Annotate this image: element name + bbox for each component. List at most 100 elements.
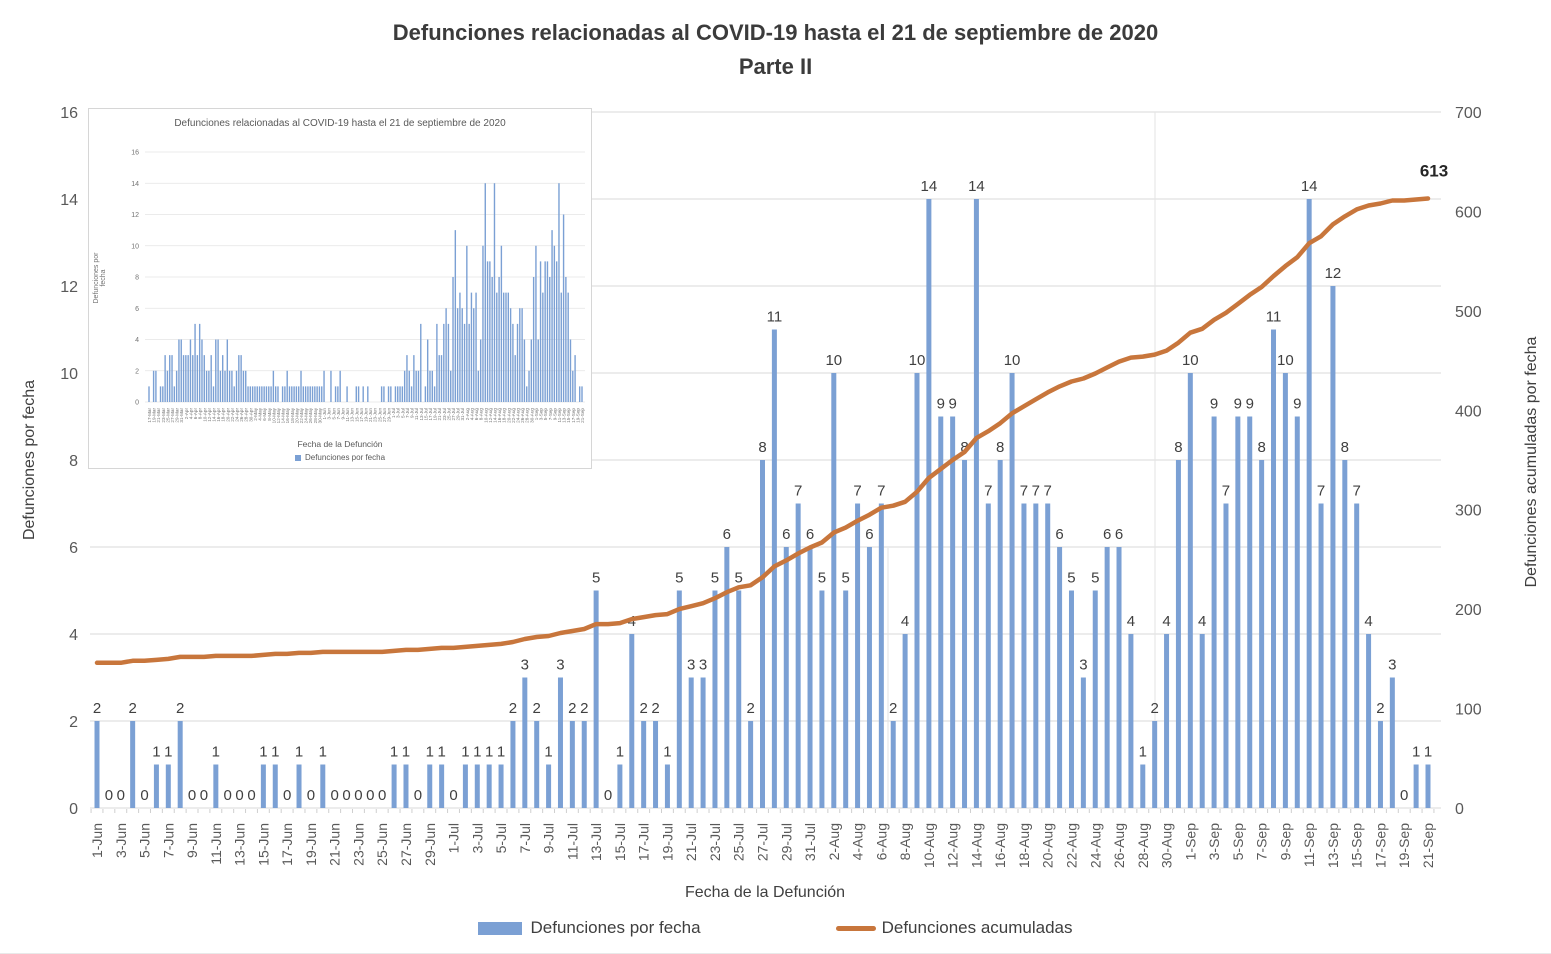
bar-value-label: 10 — [1004, 352, 1021, 369]
bar-value-label: 2 — [93, 700, 101, 717]
inset-x-tick-label: 2-May — [253, 407, 258, 420]
bar — [926, 199, 932, 808]
x-tick-label: 9-Jul — [541, 823, 557, 853]
inset-bar — [473, 308, 475, 402]
inset-bar — [505, 292, 507, 402]
bar — [688, 677, 694, 808]
inset-bar — [205, 370, 208, 402]
inset-bar — [572, 370, 574, 402]
inset-bar — [277, 386, 279, 402]
inset-x-tick-label: 19-Jun — [364, 408, 369, 422]
inset-bar — [463, 323, 466, 402]
bar — [1021, 503, 1027, 808]
bar — [1282, 373, 1288, 808]
inset-bar — [436, 323, 438, 402]
inset-bar — [456, 308, 459, 402]
inset-bar — [215, 339, 217, 402]
bar-value-label: 1 — [663, 744, 671, 761]
inset-bar — [169, 355, 171, 402]
bar-value-label: 9 — [1210, 396, 1218, 413]
bar — [1080, 677, 1086, 808]
y-right-tick-label: 700 — [1455, 105, 1482, 122]
inset-x-tick-label: 2-Aug — [465, 408, 470, 421]
bar — [546, 764, 552, 808]
bar-value-label: 1 — [295, 744, 303, 761]
bar — [1354, 503, 1360, 808]
inset-bar — [429, 370, 431, 402]
y-left-tick-label: 14 — [60, 192, 78, 209]
inset-x-tick-label: 10-Apr — [202, 408, 207, 422]
bar-value-label: 1 — [426, 744, 434, 761]
bar — [641, 721, 647, 808]
inset-x-tick-label: 27-Jul — [451, 408, 456, 421]
x-tick-label: 22-Aug — [1063, 823, 1079, 868]
bar — [997, 460, 1003, 808]
inset-bar — [251, 386, 254, 402]
inset-bar — [565, 277, 567, 402]
bar-value-label: 6 — [806, 526, 814, 543]
inset-bar — [233, 386, 235, 402]
inset-bar — [394, 386, 397, 402]
inset-bar — [509, 308, 512, 402]
inset-bar — [173, 386, 176, 402]
x-tick-label: 16-Aug — [992, 823, 1008, 868]
inset-bar — [532, 277, 535, 402]
inset-bar — [311, 386, 314, 402]
inset-x-tick-label: 30-Apr — [248, 408, 253, 422]
inset-bar — [254, 386, 256, 402]
inset-bar — [452, 277, 454, 402]
bar — [1175, 460, 1181, 808]
inset-bar — [300, 370, 302, 402]
bar-value-label: 2 — [509, 700, 517, 717]
x-tick-label: 5-Jun — [137, 823, 153, 858]
x-tick-label: 5-Jul — [493, 823, 509, 853]
y-right-tick-label: 500 — [1455, 304, 1482, 321]
y-left-tick-label: 8 — [69, 453, 78, 470]
bar-value-label: 6 — [723, 526, 731, 543]
x-tick-label: 2-Aug — [826, 823, 842, 860]
x-tick-label: 25-Jul — [731, 823, 747, 861]
inset-y-tick-label: 2 — [135, 368, 139, 375]
inset-bar — [417, 370, 420, 402]
inset-bar — [408, 370, 410, 402]
bar — [486, 764, 492, 808]
inset-bar — [567, 292, 569, 402]
inset-bar — [426, 339, 429, 402]
bar-value-label: 3 — [1079, 657, 1087, 674]
inset-bar — [159, 386, 162, 402]
inset-x-tick-label: 9-Jul — [410, 408, 415, 418]
inset-x-tick-label: 25-Mar — [165, 408, 170, 423]
inset-x-tick-label: 14-Apr — [211, 408, 216, 422]
inset-bar — [164, 355, 166, 402]
bar-value-label: 0 — [307, 787, 315, 804]
inset-bar — [182, 355, 185, 402]
inset-x-tick-label: 23-Jul — [442, 408, 447, 421]
inset-bar — [424, 386, 427, 402]
bar-value-label: 0 — [366, 787, 374, 804]
bar-value-label: 1 — [212, 744, 220, 761]
x-tick-label: 23-Jun — [350, 823, 366, 866]
inset-bar — [323, 370, 325, 402]
bar-value-label: 0 — [117, 787, 125, 804]
bar — [557, 677, 563, 808]
inset-bar — [537, 339, 539, 402]
bar — [1294, 416, 1300, 808]
line-series-swatch-icon — [835, 925, 876, 931]
inset-x-tick-label: 23-Mar — [161, 408, 166, 423]
inset-bar — [542, 292, 544, 402]
bar — [1164, 634, 1170, 808]
y-right-tick-label: 100 — [1455, 702, 1482, 719]
inset-bar — [440, 355, 443, 402]
inset-bar — [249, 386, 252, 402]
x-tick-label: 15-Jul — [612, 823, 628, 861]
inset-x-tick-label: 12-Aug — [488, 408, 493, 423]
inset-x-tick-label: 25-Jun — [377, 408, 382, 422]
bar-value-label: 0 — [414, 787, 422, 804]
bar-value-label: 7 — [1353, 483, 1361, 500]
inset-bar — [530, 339, 533, 402]
inset-x-tick-label: 18-Apr — [221, 408, 226, 422]
bar-value-label: 0 — [283, 787, 291, 804]
bar — [1377, 721, 1383, 808]
bar — [831, 373, 837, 808]
y-left-tick-label: 2 — [69, 714, 78, 731]
